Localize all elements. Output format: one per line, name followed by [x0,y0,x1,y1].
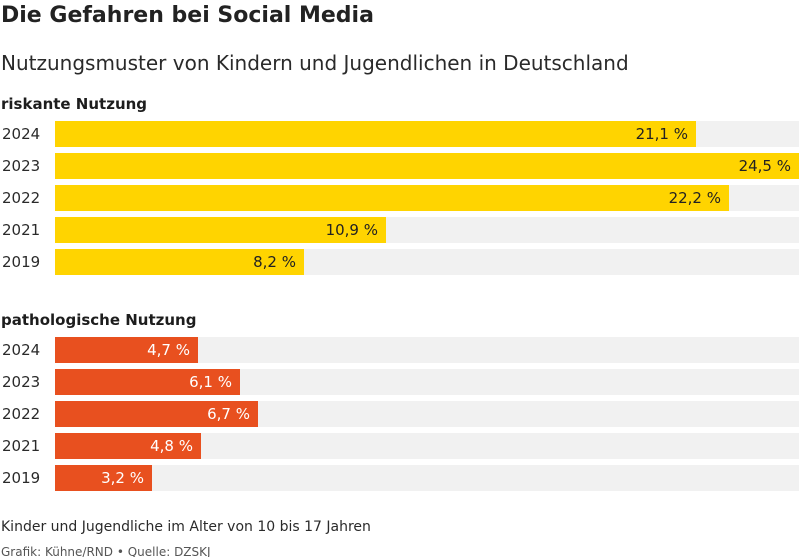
bar-riskante-2019: 8,2 % [55,249,304,275]
bar-value-label: 4,8 % [150,437,193,455]
bar-track: 6,7 % [55,401,799,427]
bar-track: 4,8 % [55,433,799,459]
bar-value-label: 21,1 % [635,125,688,143]
bar-pathologische-2023: 6,1 % [55,369,240,395]
bar-pathologische-2019: 3,2 % [55,465,152,491]
bar-row-riskante-2024: 2024 21,1 % [0,121,800,147]
bar-pathologische-2024: 4,7 % [55,337,198,363]
bar-riskante-2023: 24,5 % [55,153,799,179]
bar-value-label: 6,7 % [207,405,250,423]
year-label: 2019 [2,253,41,271]
bar-value-label: 6,1 % [189,373,232,391]
bar-track: 21,1 % [55,121,799,147]
bar-riskante-2024: 21,1 % [55,121,696,147]
bar-row-pathologische-2019: 2019 3,2 % [0,465,800,491]
bar-track: 24,5 % [55,153,799,179]
bar-track: 3,2 % [55,465,799,491]
bar-value-label: 3,2 % [101,469,144,487]
bar-value-label: 4,7 % [147,341,190,359]
chart-subtitle: Nutzungsmuster von Kindern und Jugendlic… [1,51,629,75]
bar-track: 22,2 % [55,185,799,211]
bar-track: 10,9 % [55,217,799,243]
chart-title: Die Gefahren bei Social Media [1,3,374,28]
bar-row-riskante-2021: 2021 10,9 % [0,217,800,243]
bar-row-riskante-2023: 2023 24,5 % [0,153,800,179]
year-label: 2023 [2,157,41,175]
footnote: Kinder und Jugendliche im Alter von 10 b… [1,519,371,535]
bar-row-riskante-2019: 2019 8,2 % [0,249,800,275]
bar-pathologische-2022: 6,7 % [55,401,258,427]
bar-row-riskante-2022: 2022 22,2 % [0,185,800,211]
bar-row-pathologische-2021: 2021 4,8 % [0,433,800,459]
year-label: 2021 [2,437,41,455]
year-label: 2024 [2,341,41,359]
bar-value-label: 22,2 % [668,189,721,207]
year-label: 2024 [2,125,41,143]
bar-riskante-2022: 22,2 % [55,185,729,211]
bar-value-label: 10,9 % [325,221,378,239]
year-label: 2019 [2,469,41,487]
year-label: 2021 [2,221,41,239]
bar-pathologische-2021: 4,8 % [55,433,201,459]
bar-track: 4,7 % [55,337,799,363]
bar-riskante-2021: 10,9 % [55,217,386,243]
bar-track: 6,1 % [55,369,799,395]
year-label: 2023 [2,373,41,391]
bar-row-pathologische-2023: 2023 6,1 % [0,369,800,395]
group-title-riskante: riskante Nutzung [1,95,148,113]
bar-value-label: 8,2 % [253,253,296,271]
bar-value-label: 24,5 % [738,157,791,175]
bar-track: 8,2 % [55,249,799,275]
year-label: 2022 [2,189,41,207]
group-title-pathologische: pathologische Nutzung [1,311,197,329]
bar-row-pathologische-2024: 2024 4,7 % [0,337,800,363]
bar-row-pathologische-2022: 2022 6,7 % [0,401,800,427]
year-label: 2022 [2,405,41,423]
source-credit: Grafik: Kühne/RND • Quelle: DZSKJ [1,545,211,557]
